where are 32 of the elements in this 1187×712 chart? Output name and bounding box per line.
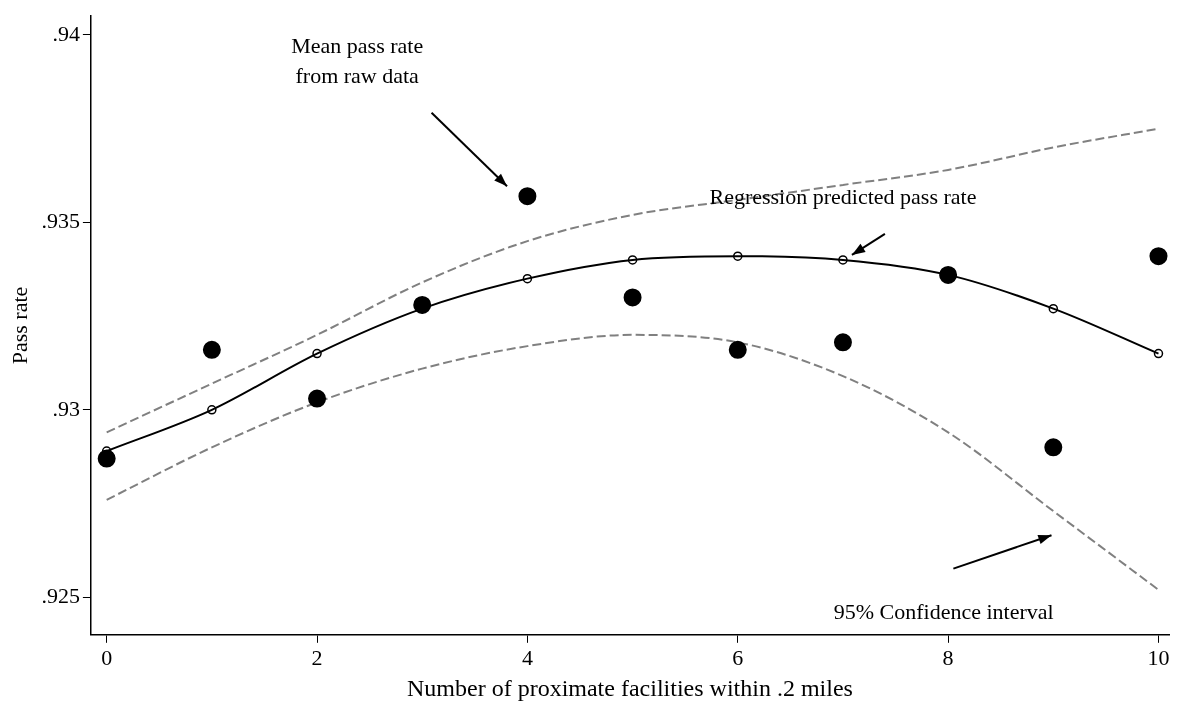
annotation: Regression predicted pass rate [709,183,977,209]
x-axis-title: Number of proximate facilities within .2 miles [407,674,853,701]
point [1149,247,1168,266]
y-axis-title: Pass rate [6,286,32,365]
x-tick-label: 10 [1147,644,1170,670]
point [202,340,221,359]
x-tick-label: 8 [942,644,954,670]
point [623,288,642,307]
line-series [105,333,1160,591]
point [728,340,747,359]
point [733,251,743,261]
y-tick-label: .94 [52,20,80,46]
x-tick-label: 2 [311,644,323,670]
x-tick-label: 0 [101,644,113,670]
y-tick-label: .93 [52,395,80,421]
point [1048,303,1059,314]
point [312,348,322,359]
point [1153,348,1164,359]
annotation: Mean pass rate from raw data [291,33,424,89]
y-tick-label: .935 [41,208,80,234]
point [627,255,638,265]
point [522,273,533,284]
point [518,187,537,206]
x-tick-label: 4 [521,644,533,670]
point [833,333,852,352]
annotation: 95% Confidence interval [833,598,1054,624]
point [1044,438,1063,457]
y-tick-label: .925 [41,583,80,609]
point [308,389,327,408]
point [207,405,217,415]
x-tick-label: 6 [732,644,744,670]
point [838,255,848,265]
